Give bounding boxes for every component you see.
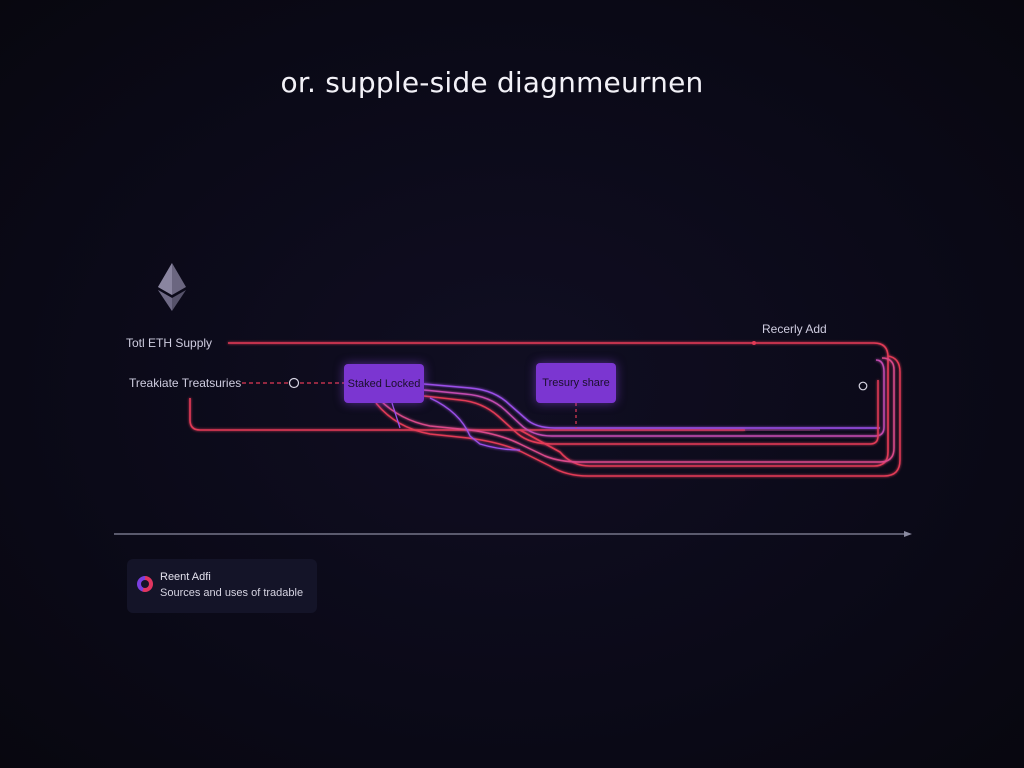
label-tradeable-treasuries: Treakiate Treatsuries bbox=[129, 376, 242, 390]
connector-node-icon bbox=[288, 377, 300, 389]
x-axis-arrow-icon bbox=[904, 531, 912, 537]
node-staked-locked-label: Staked Locked bbox=[347, 377, 421, 390]
donut-chart-icon bbox=[137, 576, 153, 592]
node-treasury-share: Tresury share bbox=[536, 363, 616, 403]
flow-staked-6 bbox=[391, 402, 401, 429]
node-staked-locked: Staked Locked bbox=[344, 364, 424, 403]
flow-arrow-marker bbox=[752, 341, 756, 345]
flow-staked-2 bbox=[423, 359, 885, 437]
endpoint-node-icon bbox=[858, 381, 868, 391]
label-recently-add: Recerly Add bbox=[762, 322, 827, 336]
flow-staked-1 bbox=[423, 383, 880, 429]
flow-staked-4 bbox=[379, 357, 895, 463]
legend-title: Reent Adfi bbox=[160, 571, 211, 583]
flow-staked-3 bbox=[423, 380, 879, 445]
ethereum-icon bbox=[158, 263, 186, 311]
legend-subtitle: Sources and uses of tradable bbox=[160, 587, 304, 599]
flow-staked-7 bbox=[429, 397, 521, 451]
flow-total-supply bbox=[228, 342, 889, 467]
label-total-eth-supply: Totl ETH Supply bbox=[126, 336, 213, 350]
flow-staked-5 bbox=[375, 355, 901, 477]
flow-treasury-base bbox=[189, 398, 745, 431]
node-treasury-share-label: Tresury share bbox=[542, 377, 610, 389]
diagram-title: or. supple-side diagnmeurnen bbox=[280, 66, 704, 99]
legend-card: Reent Adfi Sources and uses of tradable bbox=[127, 559, 317, 613]
